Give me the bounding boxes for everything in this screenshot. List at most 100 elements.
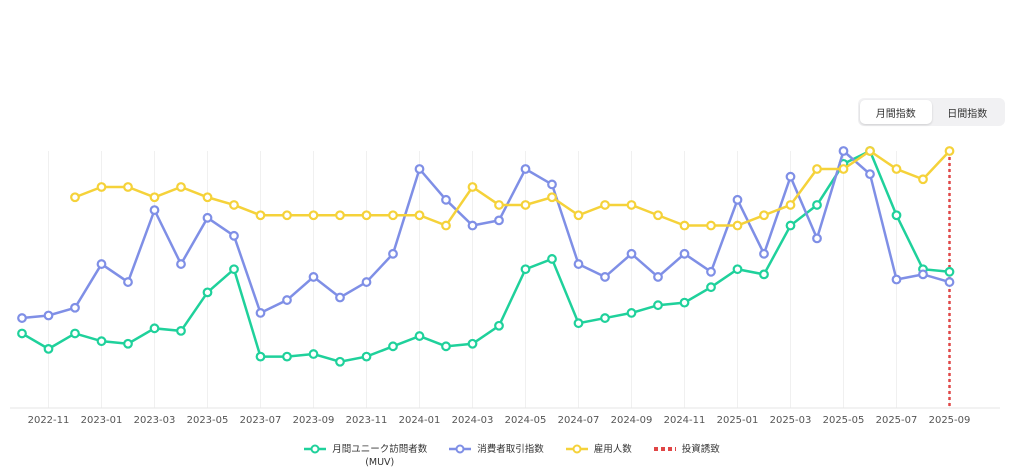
chart: 2022-11 2023-01 2023-03 2023-05 2023-07 2023-… — [10, 146, 1000, 426]
legend-swatch — [565, 444, 588, 454]
data-point — [308, 210, 319, 221]
data-point — [70, 328, 80, 339]
data-point — [732, 194, 743, 205]
data-point — [361, 351, 372, 362]
x-tick-label: 2023-07 — [240, 415, 282, 426]
toggle-option[interactable]: 日間指数 — [947, 108, 988, 120]
data-point — [944, 266, 955, 277]
x-tick-label: 2025-09 — [929, 415, 971, 426]
data-point — [335, 292, 345, 303]
data-point — [838, 146, 849, 156]
data-point — [414, 210, 425, 221]
x-tick-label: 2024-05 — [505, 415, 547, 426]
data-point — [123, 277, 133, 287]
series-line — [21, 148, 950, 320]
data-point — [255, 210, 266, 221]
data-point — [43, 343, 54, 354]
x-tick-label: 2023-01 — [81, 415, 123, 426]
data-point — [149, 323, 160, 334]
data-point — [547, 179, 557, 190]
data-point — [229, 264, 239, 275]
data-point — [176, 182, 186, 192]
data-point — [706, 282, 716, 293]
data-point — [706, 266, 716, 277]
legend-label: 消費者取引指数 — [477, 444, 544, 455]
data-point — [335, 356, 345, 367]
data-point — [202, 192, 213, 203]
data-point — [229, 230, 239, 241]
data-point — [944, 277, 955, 287]
x-tick-label: 2023-11 — [346, 415, 388, 426]
data-point — [573, 210, 584, 221]
legend-item: 雇用人数 — [565, 443, 632, 469]
data-point — [202, 287, 213, 298]
data-point — [600, 200, 610, 210]
data-point — [282, 210, 292, 221]
data-point — [812, 233, 822, 244]
legend-swatch — [653, 447, 676, 451]
data-point — [653, 272, 663, 282]
data-point — [467, 182, 478, 192]
data-point — [785, 200, 796, 210]
data-point — [944, 146, 955, 156]
data-point — [176, 259, 186, 269]
series-line — [21, 149, 950, 364]
legend-item: 投資誘致 — [653, 443, 720, 469]
data-point — [308, 272, 319, 282]
data-point — [202, 212, 213, 223]
data-point — [573, 259, 584, 269]
x-tick-label: 2024-07 — [558, 415, 600, 426]
data-point — [229, 200, 239, 210]
x-tick-label: 2024-09 — [611, 415, 653, 426]
data-point — [335, 210, 345, 221]
data-point — [255, 351, 266, 362]
data-point — [70, 192, 80, 203]
data-point — [785, 171, 796, 182]
data-point — [96, 182, 107, 192]
data-point — [918, 269, 928, 280]
data-point — [812, 164, 822, 174]
data-point — [123, 182, 133, 192]
data-point — [441, 194, 451, 205]
x-tick-label: 2025-01 — [717, 415, 759, 426]
data-point — [732, 264, 743, 275]
data-point — [361, 277, 372, 287]
legend-swatch — [449, 444, 472, 454]
data-point — [441, 341, 451, 352]
data-point — [361, 210, 372, 221]
data-point — [149, 205, 160, 216]
data-point — [812, 200, 822, 210]
data-point — [759, 269, 769, 280]
data-point — [838, 164, 849, 174]
data-point — [600, 272, 610, 282]
legend-item: 消費者取引指数 — [449, 443, 544, 469]
data-point — [43, 310, 54, 321]
toggle-option[interactable]: 月間指数 — [860, 100, 932, 124]
data-point — [865, 146, 875, 156]
data-point — [547, 192, 557, 203]
data-point — [626, 308, 637, 318]
legend-item: 月間ユニーク訪問者数 (MUV) — [304, 443, 427, 469]
x-tick-label: 2023-05 — [187, 415, 229, 426]
data-point — [282, 295, 292, 305]
data-point — [255, 308, 266, 318]
x-tick-label: 2025-05 — [823, 415, 865, 426]
index-toggle: 月間指数 日間指数 — [858, 98, 1005, 126]
data-point — [520, 264, 531, 275]
data-point — [149, 192, 160, 203]
data-point — [891, 274, 902, 285]
data-point — [494, 200, 504, 210]
data-point — [653, 300, 663, 311]
data-point — [520, 200, 531, 210]
data-point — [520, 164, 531, 174]
data-point — [759, 248, 769, 259]
data-point — [653, 210, 663, 221]
data-point — [785, 220, 796, 231]
data-point — [759, 210, 769, 221]
data-point — [494, 215, 504, 226]
data-point — [388, 210, 398, 221]
data-point — [17, 313, 27, 323]
x-tick-label: 2022-11 — [28, 415, 70, 426]
x-tick-label: 2025-03 — [770, 415, 812, 426]
